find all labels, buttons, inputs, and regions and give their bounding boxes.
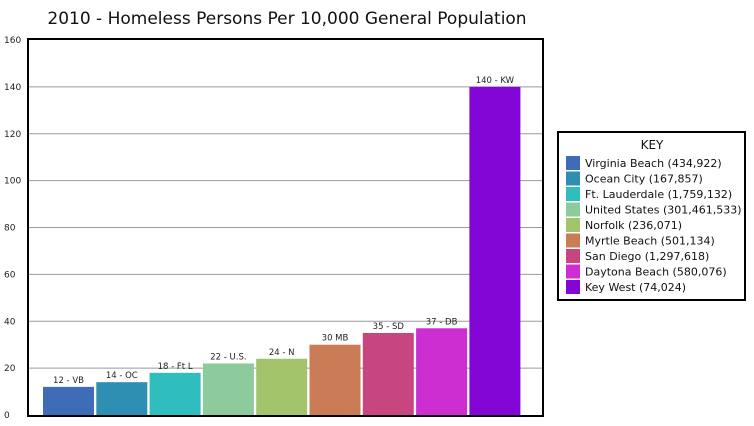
bar-data-label: 37 - DB — [426, 317, 458, 327]
y-tick-label: 0 — [4, 411, 10, 421]
bar-data-labels: 12 - VB 14 - OC 18 - Ft L 22 - U.S. 24 - N 30… — [53, 76, 515, 386]
legend-entry-label: Ft. Lauderdale (1,759,132) — [585, 188, 732, 201]
bar — [469, 86, 521, 415]
legend-entry-label: Ocean City (167,857) — [585, 173, 703, 186]
bar — [256, 358, 308, 415]
legend-title: KEY — [641, 138, 664, 152]
y-tick-label: 160 — [4, 36, 21, 46]
bar — [309, 344, 361, 415]
legend-swatch — [566, 249, 580, 263]
bar — [43, 386, 94, 415]
bar-data-label: 35 - SD — [373, 322, 405, 332]
legend-entry-label: San Diego (1,297,618) — [585, 250, 709, 263]
legend-swatch — [566, 218, 580, 232]
legend-entry-label: Key West (74,024) — [585, 281, 686, 294]
legend-entry-label: Norfolk (236,071) — [585, 219, 682, 232]
chart-title: 2010 - Homeless Persons Per 10,000 Gener… — [47, 9, 526, 29]
legend-entry-label: Myrtle Beach (501,134) — [585, 235, 715, 248]
legend-entry-label: Daytona Beach (580,076) — [585, 266, 727, 279]
y-axis-ticks: 0 20 40 60 80 100 120 140 160 — [4, 36, 21, 421]
legend-box — [557, 131, 746, 301]
bar-data-label: 12 - VB — [53, 376, 84, 386]
y-tick-label: 60 — [4, 270, 16, 280]
bar — [149, 372, 201, 415]
bar-data-label: 30 MB — [322, 334, 349, 344]
y-tick-label: 20 — [4, 364, 16, 374]
legend-entries: Virginia Beach (434,922) Ocean City (167,… — [566, 156, 742, 294]
y-tick-label: 120 — [4, 130, 21, 140]
legend-swatch — [566, 202, 580, 217]
bar — [362, 332, 414, 415]
bar-data-label: 14 - OC — [106, 371, 138, 381]
legend-swatch — [566, 171, 580, 186]
bar-data-label: 22 - U.S. — [210, 352, 246, 362]
legend-swatch — [566, 156, 580, 170]
y-tick-label: 80 — [4, 224, 16, 234]
legend-entry-label: Virginia Beach (434,922) — [585, 157, 722, 170]
bar-data-label: 18 - Ft L — [158, 362, 193, 372]
bar — [416, 328, 468, 415]
bar-data-label: 140 - KW — [476, 76, 515, 86]
legend-entry-label: United States (301,461,533) — [585, 204, 742, 217]
bar — [202, 363, 254, 415]
bars — [43, 86, 521, 415]
legend-swatch — [566, 187, 580, 201]
legend-swatch — [566, 264, 580, 279]
y-tick-label: 40 — [4, 317, 16, 327]
y-tick-label: 140 — [4, 83, 21, 93]
legend-swatch — [566, 280, 580, 294]
bar-data-label: 24 - N — [269, 348, 295, 358]
bar — [96, 382, 148, 415]
legend-swatch — [566, 233, 580, 248]
y-tick-label: 100 — [4, 177, 21, 187]
